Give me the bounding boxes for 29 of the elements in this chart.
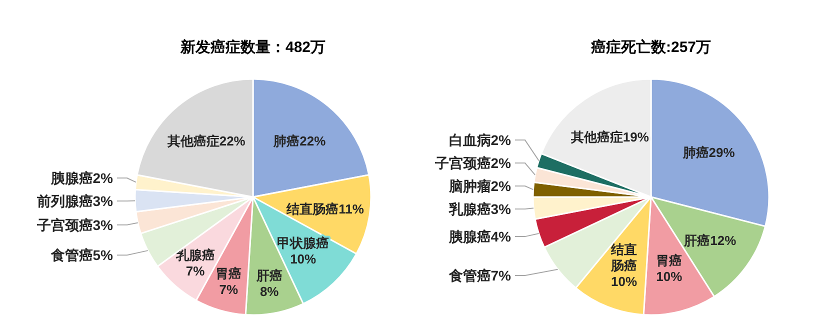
slice-label: 结直肠癌 [610,242,638,274]
slice-label: 胰腺癌4% [448,228,512,245]
chart-title: 新发癌症数量：482万 [179,38,326,56]
slice-label: 甲状腺癌 [277,235,330,250]
data-label: 7% [219,282,238,297]
data-label: 7% [186,264,206,278]
slice-label: 其他癌症19% [570,129,650,144]
slice-label: 胃癌 [216,266,242,281]
slice-label: 子宫颈癌3% [36,216,114,233]
slice-label: 肝癌12% [683,233,737,248]
slice-label: 肺癌29% [682,145,736,160]
slice-label: 胰腺癌2% [50,170,114,186]
slice-label: 结直肠癌11% [286,201,364,216]
data-label: 10% [656,268,683,284]
slice-label: 食管癌7% [448,267,512,284]
slice-label: 乳腺癌3% [448,201,512,218]
slice-label: 肺癌22% [272,134,326,149]
slice-label: 其他癌症22% [166,134,246,149]
data-label: 10% [611,274,638,290]
slice-label: 肝癌 [255,268,282,283]
slice-label: 白血病2% [448,132,512,148]
slice-label: 前列腺癌3% [36,193,114,210]
slice-label: 子宫颈癌2% [434,155,512,172]
chart-title: 癌症死亡数:257万 [590,38,712,56]
data-label: 10% [290,251,317,266]
data-label: 8% [260,284,280,299]
slice-label: 胃癌 [656,252,682,268]
slice-label: 脑肿瘤2% [448,178,512,194]
slice-label: 食管癌5% [50,247,114,264]
